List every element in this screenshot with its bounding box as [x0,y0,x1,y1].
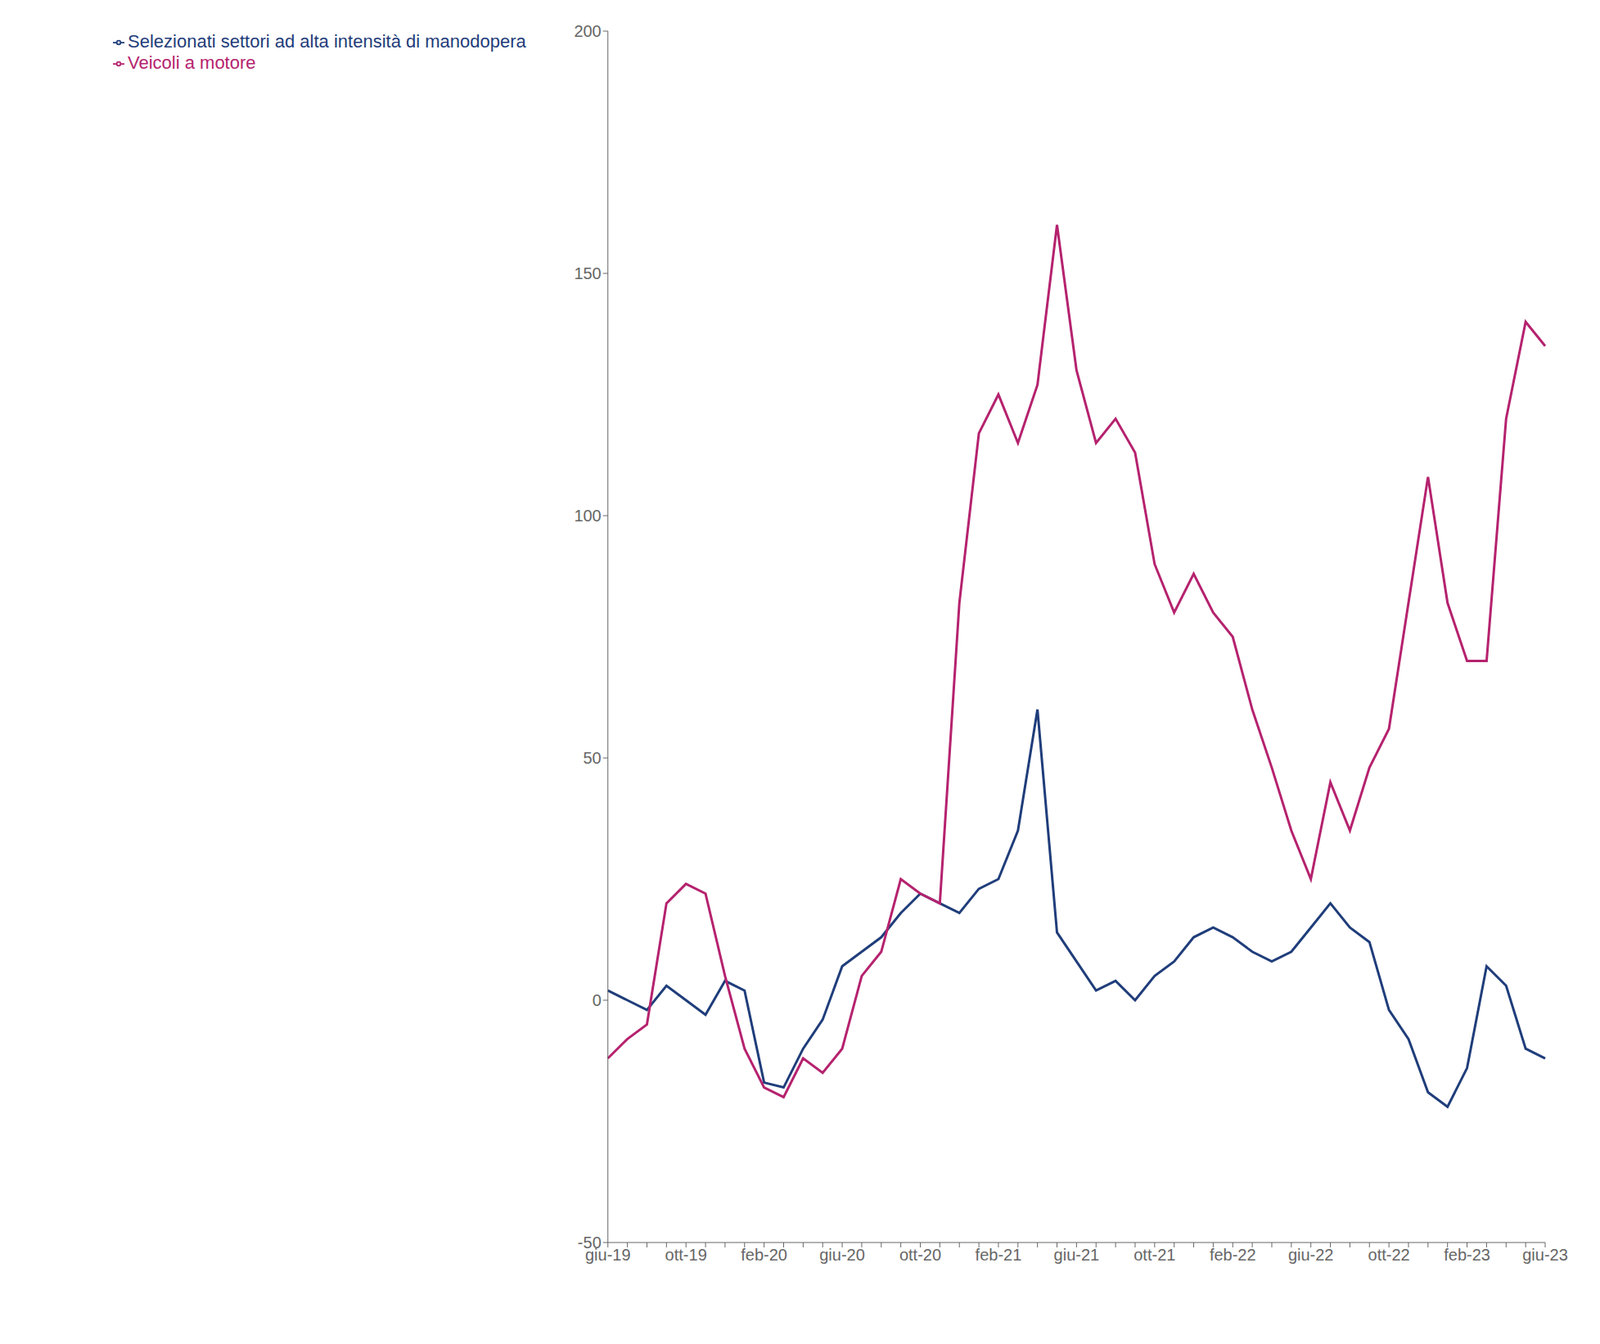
svg-text:feb-22: feb-22 [1209,1245,1257,1264]
svg-text:giu-20: giu-20 [819,1245,866,1264]
html-text:Veicoli a motore: Veicoli a motore [127,52,256,73]
svg-text:200: 200 [573,22,601,41]
svg-text:150: 150 [573,264,601,283]
svg-text:ott-19: ott-19 [665,1245,708,1264]
svg-text:feb-23: feb-23 [1443,1245,1491,1264]
svg-text:0: 0 [592,991,602,1010]
svg-text:50: 50 [583,748,602,767]
svg-text:giu-23: giu-23 [1522,1245,1569,1264]
svg-text:giu-19: giu-19 [585,1245,631,1264]
svg-text:100: 100 [573,506,601,525]
svg-text:giu-22: giu-22 [1288,1245,1335,1264]
svg-text:ott-20: ott-20 [899,1245,942,1264]
svg-text:feb-21: feb-21 [975,1245,1023,1264]
svg-text:feb-20: feb-20 [740,1245,788,1264]
svg-text:giu-21: giu-21 [1054,1245,1100,1264]
svg-text:ott-21: ott-21 [1133,1245,1176,1264]
html-text:Selezionati settori ad alta in: Selezionati settori ad alta intensità di… [127,31,527,52]
svg-text:-50: -50 [577,1233,602,1252]
svg-text:ott-22: ott-22 [1368,1245,1411,1264]
